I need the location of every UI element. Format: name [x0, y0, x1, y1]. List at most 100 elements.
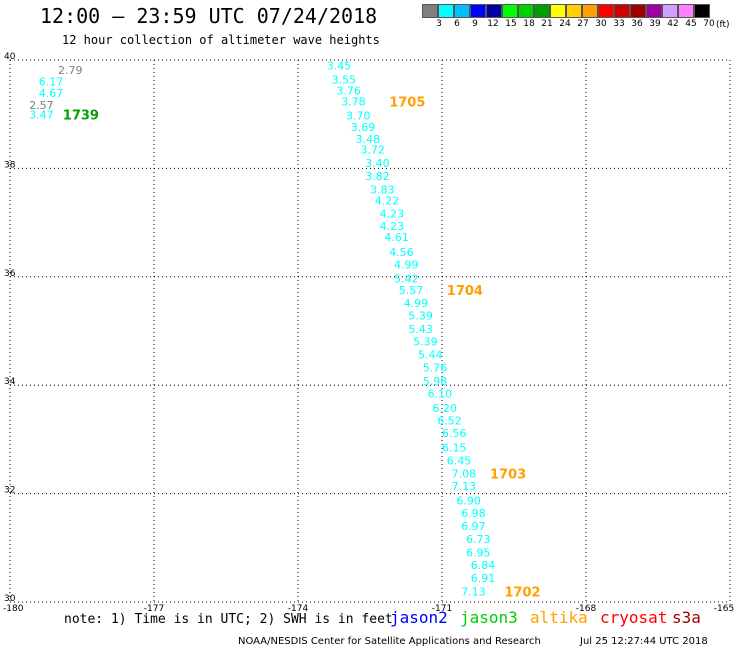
credit-organization: NOAA/NESDIS Center for Satellite Applica…: [238, 636, 541, 647]
legend-unit: (ft): [716, 20, 730, 30]
legend-tick-label: 15: [505, 19, 517, 29]
longitude-tick-label: -165: [714, 604, 734, 614]
color-legend: 3 6 9 12 15 18 21 24 27 30 33 36 39 42 45 70: [422, 4, 740, 32]
wave-height-label: 6.45: [447, 455, 472, 468]
wave-height-label: 6.10: [428, 387, 453, 400]
wave-height-label: 3.76: [336, 84, 361, 97]
wave-height-label: 4.99: [394, 258, 419, 271]
longitude-tick-label: -171: [432, 604, 452, 614]
longitude-tick-label: -174: [288, 604, 309, 614]
wave-height-label: 3.69: [351, 121, 376, 134]
map-subtitle: 12 hour collection of altimeter wave hei…: [62, 33, 380, 47]
map-title: 12:00 – 23:59 UTC 07/24/2018: [40, 4, 378, 28]
pass-time-label: 1705: [389, 96, 425, 111]
legend-tick-label: 12: [487, 19, 499, 29]
legend-swatch: [678, 4, 694, 18]
longitude-tick-label: -177: [144, 604, 164, 614]
legend-swatch: [534, 4, 550, 18]
satellite-jason3: jason3: [460, 608, 518, 627]
legend-tick-label: 18: [523, 19, 535, 29]
wave-height-label: 6.52: [437, 414, 462, 427]
wave-height-label: 4.23: [380, 207, 405, 220]
latitude-tick-label: 36: [4, 269, 16, 279]
satellite-altika: altika: [530, 608, 588, 627]
footer-note: note: 1) Time is in UTC; 2) SWH is in fe…: [64, 612, 393, 627]
wave-height-label: 5.43: [408, 323, 433, 336]
wave-height-label: 3.70: [346, 109, 371, 122]
wave-height-label: 4.99: [404, 297, 429, 310]
wave-height-label: 6.73: [466, 533, 491, 546]
legend-swatch: [486, 4, 502, 18]
wave-height-label: 7.13: [452, 480, 477, 493]
pass-time-label: 1704: [447, 284, 483, 299]
pass-time-label: 1703: [490, 468, 526, 483]
legend-tick-label: 27: [577, 19, 589, 29]
legend-swatch: [598, 4, 614, 18]
legend-swatch: [454, 4, 470, 18]
legend-tick-label: 21: [541, 19, 553, 29]
wave-height-label: 6.17: [39, 76, 64, 89]
wave-height-label: 6.84: [471, 559, 496, 572]
wave-height-label: 6.20: [432, 402, 457, 415]
wave-height-label: 6.15: [442, 442, 467, 455]
legend-swatch: [646, 4, 662, 18]
time-labels: 1705 1704 1703 1702 1739: [63, 96, 541, 601]
legend-swatch: [470, 4, 486, 18]
latitude-tick-label: 34: [4, 377, 16, 387]
wave-height-label: 3.47: [29, 109, 54, 122]
pass-time-label: 1702: [504, 586, 540, 601]
wave-height-label: 5.98: [423, 375, 448, 388]
legend-swatch: [662, 4, 678, 18]
wave-height-label: 6.98: [461, 507, 486, 520]
legend-tick-label: 3: [436, 19, 442, 29]
wave-height-label: 4.67: [39, 87, 64, 100]
wave-height-label: 2.57: [29, 99, 54, 112]
wave-height-label: 3.83: [370, 184, 395, 197]
wave-height-label: 3.82: [365, 170, 390, 183]
wave-height-label: 6.56: [442, 427, 467, 440]
wave-height-label: 5.39: [413, 335, 438, 348]
satellite-cryosat: cryosat: [600, 608, 668, 627]
wave-height-label: 6.95: [466, 547, 491, 560]
wave-height-label: 3.78: [341, 96, 366, 109]
longitude-tick-label: -180: [3, 604, 24, 614]
map-grid: [9, 59, 731, 603]
legend-tick-label: 33: [613, 19, 625, 29]
track-labels: 3.45 3.553.763.783.703.693.483.723.403.82…: [29, 59, 495, 598]
pass-time-label: 1739: [63, 109, 99, 124]
wave-height-label: 4.23: [380, 220, 405, 233]
wave-height-label: 3.48: [356, 133, 381, 146]
wave-height-label: 5.39: [408, 309, 433, 322]
legend-swatches: [422, 4, 740, 18]
legend-tick-label: 39: [649, 19, 661, 29]
wave-height-label: 2.79: [58, 64, 83, 77]
legend-tick-label: 36: [631, 19, 643, 29]
latitude-tick-label: 32: [4, 486, 15, 496]
legend-swatch: [630, 4, 646, 18]
wave-height-label: 3.40: [365, 157, 390, 170]
legend-swatch: [438, 4, 454, 18]
legend-swatch: [550, 4, 566, 18]
legend-tick-label: 6: [454, 19, 460, 29]
legend-tick-label: 45: [685, 19, 697, 29]
latitude-tick-label: 38: [4, 160, 16, 170]
wave-height-label: 5.76: [423, 361, 448, 374]
legend-tick-label: 70: [703, 19, 715, 29]
wave-height-label: 6.97: [461, 520, 486, 533]
wave-height-label: 3.45: [327, 59, 352, 72]
wave-height-label: 5.44: [418, 348, 443, 361]
longitude-tick-label: -168: [576, 604, 597, 614]
legend-tick-label: 42: [667, 19, 679, 29]
wave-height-label: 7.13: [461, 586, 486, 599]
wave-height-label: 5.42: [394, 272, 419, 285]
legend-tick-label: 30: [595, 19, 607, 29]
legend-swatch: [502, 4, 518, 18]
axis-labels: -180 -177 -174 -171 -168 -165 40 38 36 34 32 30: [3, 52, 734, 614]
legend-swatch: [566, 4, 582, 18]
legend-swatch: [582, 4, 598, 18]
legend-swatch: [518, 4, 534, 18]
latitude-tick-label: 30: [4, 594, 16, 604]
satellite-s3a: s3a: [672, 608, 701, 627]
legend-swatch: [614, 4, 630, 18]
